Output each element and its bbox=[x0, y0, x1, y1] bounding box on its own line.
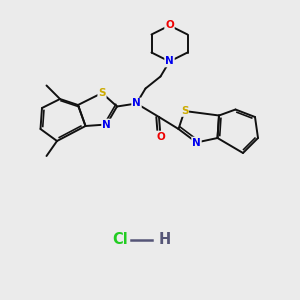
Text: N: N bbox=[102, 119, 111, 130]
Text: O: O bbox=[156, 131, 165, 142]
Text: N: N bbox=[192, 137, 201, 148]
Text: S: S bbox=[181, 106, 188, 116]
Text: O: O bbox=[165, 20, 174, 31]
Text: N: N bbox=[132, 98, 141, 109]
Text: N: N bbox=[165, 56, 174, 67]
Text: Cl: Cl bbox=[112, 232, 128, 247]
Text: S: S bbox=[98, 88, 106, 98]
Text: H: H bbox=[159, 232, 171, 247]
